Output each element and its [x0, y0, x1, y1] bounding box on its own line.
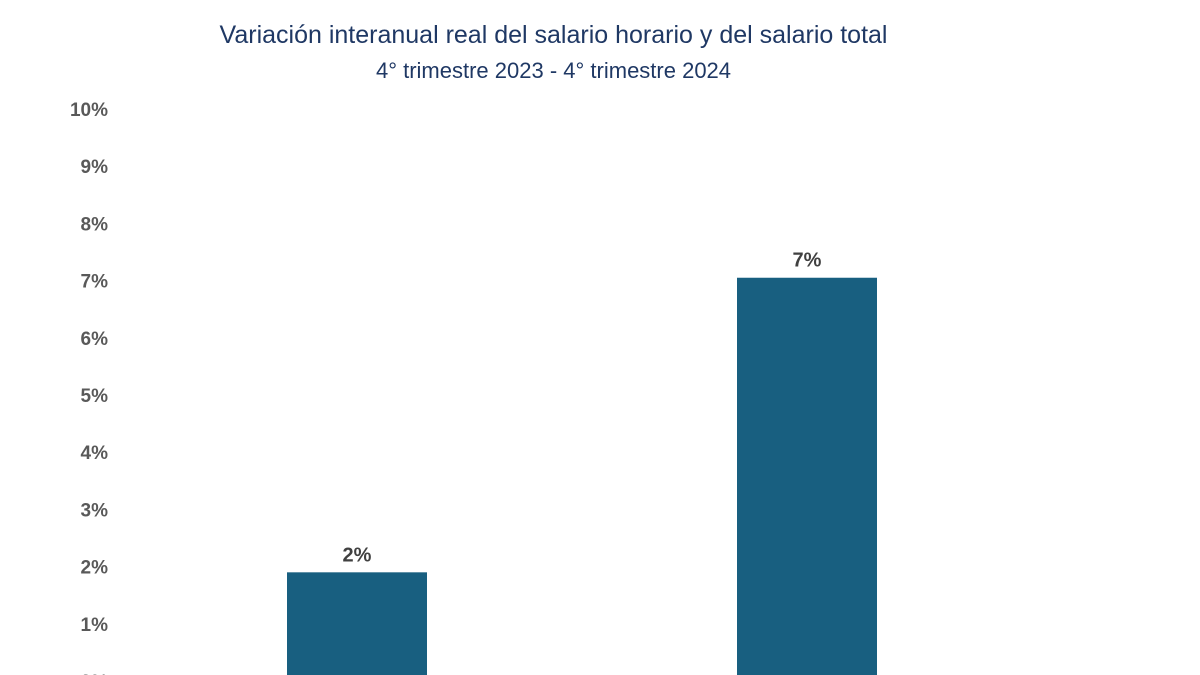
y-tick-label: 10% [70, 100, 108, 121]
y-tick-label: 3% [81, 500, 109, 521]
y-tick-label: 6% [81, 329, 109, 350]
y-axis: 0% 1% 2% 3% 4% 5% 6% 7% 8% 9% 10% [70, 100, 108, 675]
y-tick-label: 5% [81, 386, 109, 407]
y-tick-label: 7% [81, 272, 109, 293]
bar [287, 572, 427, 675]
y-tick-label: 1% [81, 615, 109, 636]
y-tick-label: 2% [81, 558, 109, 579]
bar [737, 277, 877, 675]
y-tick-label: 8% [81, 214, 109, 235]
chart-title: Variación interanual real del salario ho… [219, 21, 888, 49]
data-labels: 2% 7% [343, 250, 822, 567]
y-tick-label: 0% [81, 672, 109, 675]
chart-subtitle: 4° trimestre 2023 - 4° trimestre 2024 [375, 58, 732, 83]
bar-series [287, 277, 877, 675]
y-tick-label: 4% [81, 443, 109, 464]
y-tick-label: 9% [81, 157, 109, 178]
data-label: 7% [793, 250, 822, 272]
data-label: 2% [343, 544, 372, 566]
